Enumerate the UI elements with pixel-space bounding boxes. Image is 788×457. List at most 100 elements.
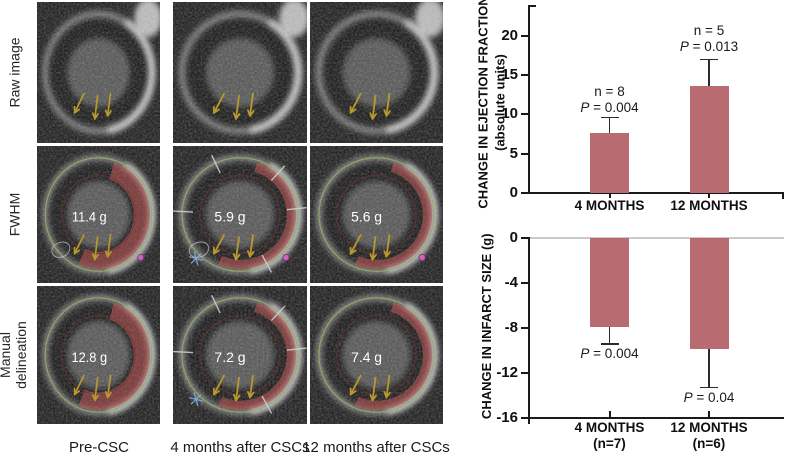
row-label-raw-image: Raw image bbox=[6, 37, 23, 108]
is-bar-1 bbox=[689, 238, 729, 350]
is-cat-tick-1 bbox=[708, 411, 710, 417]
endocardium-contour bbox=[336, 315, 417, 395]
is-y-tick bbox=[521, 282, 530, 284]
is-y-tick-label: -8 bbox=[504, 319, 518, 336]
mri-image bbox=[173, 2, 307, 143]
mri-image: 12.8 g bbox=[37, 286, 160, 424]
ef-bar-0 bbox=[590, 133, 629, 193]
ef-cat-tick-0 bbox=[608, 193, 611, 198]
epicardium-contour bbox=[318, 297, 435, 413]
roi-ellipse bbox=[188, 241, 210, 258]
mri-cell-r0c0 bbox=[37, 2, 160, 143]
mri-image bbox=[37, 2, 160, 143]
ef-y-tick-label: 5 bbox=[509, 144, 518, 162]
col-label-12-months-after-cscs: 12 months after CSCs bbox=[302, 439, 450, 456]
is-y-tick bbox=[521, 237, 530, 239]
is-y-tick-label: -12 bbox=[496, 364, 518, 381]
ef-cat-label-0: 4 MONTHS bbox=[574, 198, 645, 213]
is-y-tick-label: -4 bbox=[504, 274, 518, 291]
mass-label: 5.9 g bbox=[214, 208, 245, 224]
infarct-arrows bbox=[73, 92, 112, 120]
ef-y-tick bbox=[521, 113, 530, 116]
ef-baseline bbox=[529, 192, 784, 194]
infarct-arrows bbox=[73, 374, 112, 402]
mri-cell-r0c2 bbox=[310, 2, 443, 143]
row-label-manual-delineation: Manual delineation bbox=[0, 321, 29, 389]
mri-image: 7.4 g bbox=[310, 286, 443, 424]
segment-tick-marks bbox=[173, 154, 307, 273]
is-errorbar-1 bbox=[708, 349, 710, 388]
ef-cat-label-1: 12 MONTHS bbox=[670, 198, 748, 213]
infarct-arrows bbox=[349, 374, 391, 402]
ef-y-tick bbox=[521, 34, 530, 37]
epicardium-contour bbox=[181, 157, 299, 272]
mri-cell-r0c1 bbox=[173, 2, 307, 143]
is-y-tick bbox=[521, 372, 530, 374]
endocardium-contour bbox=[61, 174, 136, 255]
mri-cell-r1c2: 5.6 g bbox=[310, 146, 443, 283]
infarct-arrows bbox=[213, 374, 255, 402]
mass-label: 11.4 g bbox=[72, 209, 107, 224]
is-bar-0 bbox=[590, 238, 629, 327]
roi-ellipse bbox=[51, 241, 71, 258]
mri-image: 11.4 g bbox=[37, 146, 160, 283]
mass-label: 5.6 g bbox=[351, 209, 382, 224]
infarct-overlay bbox=[354, 162, 433, 270]
is-errorcap-1 bbox=[700, 386, 718, 389]
ef-y-axis-cap bbox=[528, 5, 536, 7]
magenta-marker bbox=[282, 253, 290, 262]
is-y-tick bbox=[521, 327, 530, 329]
infarct-arrows bbox=[349, 234, 391, 261]
ef-y-tick-label: 0 bbox=[509, 184, 518, 201]
infarct-overlay bbox=[78, 302, 150, 411]
blue-asterisk-marker bbox=[189, 251, 203, 266]
mri-cell-r1c1: 5.9 g bbox=[173, 146, 307, 283]
epicardium-contour bbox=[181, 297, 299, 413]
ef-y-tick bbox=[521, 192, 530, 194]
ef-y-tick-label: 10 bbox=[501, 105, 518, 123]
infarct-overlay bbox=[78, 162, 150, 270]
epicardium-contour bbox=[44, 157, 153, 272]
mri-cell-r1c0: 11.4 g bbox=[37, 146, 160, 283]
segment-tick-marks bbox=[173, 294, 307, 414]
blue-asterisk-marker bbox=[189, 392, 203, 407]
is-cat-tick-0 bbox=[608, 411, 611, 417]
mri-cell-r2c1: 7.2 g bbox=[173, 286, 307, 424]
is-cat-label-1: 12 MONTHS (n=6) bbox=[670, 420, 748, 451]
ef-cat-tick-1 bbox=[708, 193, 710, 198]
is-y-axis bbox=[528, 237, 530, 424]
mri-cell-r2c2: 7.4 g bbox=[310, 286, 443, 424]
ef-errorbar-0 bbox=[608, 117, 611, 134]
ef-y-tick-label: 20 bbox=[501, 26, 518, 44]
is-zero-line bbox=[530, 237, 784, 239]
infarct-overlay bbox=[218, 162, 297, 270]
infarct-arrows bbox=[213, 234, 255, 261]
is-errorbar-0 bbox=[608, 326, 611, 344]
ef-errorcap-1 bbox=[700, 58, 718, 61]
infarct-overlay bbox=[218, 302, 297, 411]
is-y-tick bbox=[521, 417, 530, 419]
row-label-fwhm: FWHM bbox=[6, 192, 23, 237]
infarct-arrows bbox=[73, 234, 112, 261]
mass-label: 12.8 g bbox=[71, 349, 107, 365]
mri-cell-r2c0: 12.8 g bbox=[37, 286, 160, 424]
mass-label: 7.2 g bbox=[214, 349, 245, 365]
endocardium-contour bbox=[61, 315, 136, 395]
ef-y-axis bbox=[528, 5, 530, 194]
ef-baseline-end-tick bbox=[782, 192, 784, 199]
is-errorcap-0 bbox=[600, 343, 619, 345]
mri-image: 5.9 g bbox=[173, 146, 307, 283]
ef-y-tick-label: 15 bbox=[501, 66, 518, 84]
ef-y-tick bbox=[521, 74, 530, 77]
epicardium-contour bbox=[318, 157, 435, 272]
col-label-pre-csc: Pre-CSC bbox=[68, 439, 129, 456]
is-bottom-axis bbox=[529, 417, 784, 419]
col-label-4-months-after-cscs: 4 months after CSCs bbox=[170, 439, 310, 456]
is-y-tick-label: 0 bbox=[509, 229, 518, 246]
magenta-marker bbox=[418, 253, 426, 262]
mri-image bbox=[310, 2, 443, 143]
is-annotation-0: P = 0.004 bbox=[580, 346, 639, 361]
